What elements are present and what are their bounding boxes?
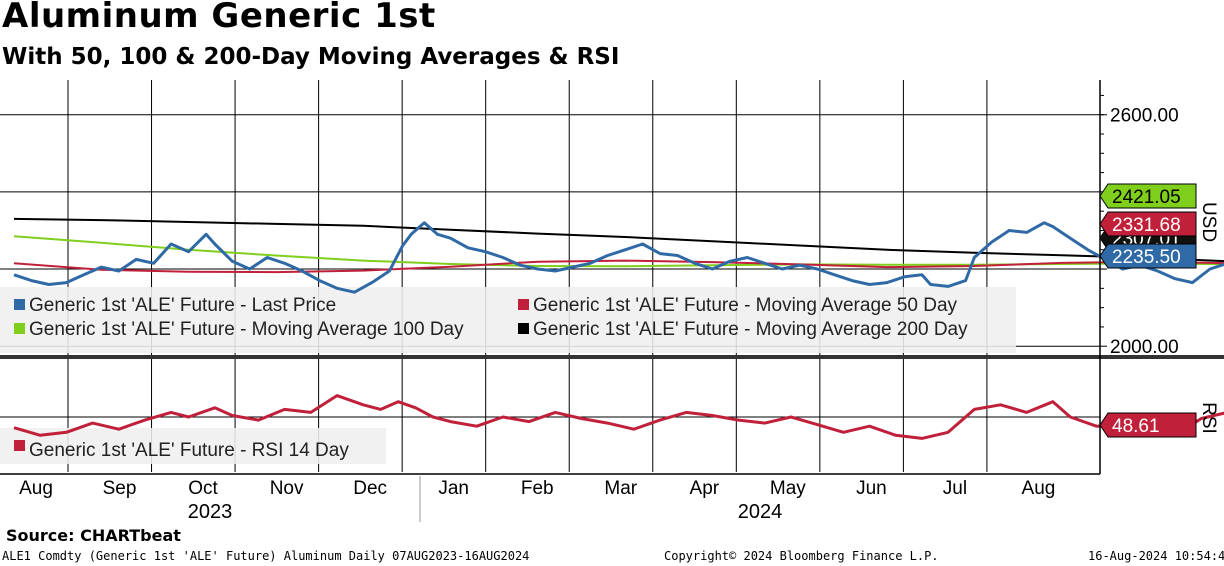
x-tick-label: Aug: [19, 478, 53, 499]
source-note: Source: CHARTbeat: [6, 526, 181, 545]
x-tick-label: Aug: [1022, 478, 1056, 499]
series-layer: [13, 217, 1224, 440]
last-value-tag-rsi-label: 48.61: [1112, 416, 1160, 437]
legend-label-ma50: Generic 1st 'ALE' Future - Moving Averag…: [533, 295, 958, 316]
x-tick-label: Jan: [438, 478, 469, 499]
last-value-tag-ma50-label: 2331.68: [1112, 215, 1181, 236]
last-value-tag-rsi-box: [1099, 412, 1197, 438]
footer-ticker: ALE1 Comdty (Generic 1st 'ALE' Future) A…: [2, 549, 530, 563]
x-tick-label: Mar: [604, 478, 637, 499]
last-value-tag-price-box: [1099, 243, 1197, 269]
pane-separator: [0, 355, 1224, 359]
y-tick-label: 2600.00: [1110, 106, 1179, 127]
x-tick-label: May: [770, 478, 806, 499]
last-value-tag-ma100-box: [1099, 183, 1197, 209]
y-axis-label-rsi: RSI: [1198, 402, 1219, 434]
x-tick-label: Nov: [270, 478, 304, 499]
footer-copyright: Copyright© 2024 Bloomberg Finance L.P.: [664, 549, 939, 563]
last-value-tag-ma50-box: [1099, 211, 1197, 237]
last-value-tag-price: 2235.50: [1099, 243, 1197, 269]
x-tick-label: Jun: [856, 478, 887, 499]
x-year-label: 2024: [738, 501, 783, 523]
x-tick-label: Apr: [690, 478, 720, 499]
legend-layer: Generic 1st 'ALE' Future - Last Price Gen…: [0, 287, 1016, 464]
y-axis-label-usd: USD: [1198, 202, 1219, 242]
chart-title: Aluminum Generic 1st: [2, 0, 436, 36]
price-legend-box: [0, 287, 1016, 353]
series-line-rsi: [13, 394, 1224, 440]
last-value-tag-rsi: 48.61: [1099, 412, 1197, 438]
x-tick-label: Oct: [188, 478, 218, 499]
x-tick-label: Dec: [353, 478, 387, 499]
y-tick-label: 2000.00: [1110, 337, 1179, 358]
legend-swatch-ma50: [518, 299, 529, 310]
legend-label-price: Generic 1st 'ALE' Future - Last Price: [29, 295, 336, 316]
legend-swatch-rsi: [14, 440, 25, 451]
legend-swatch-price: [14, 299, 25, 310]
legend-label-ma100: Generic 1st 'ALE' Future - Moving Averag…: [29, 319, 464, 340]
x-tick-label: Jul: [943, 478, 967, 499]
chart-subtitle: With 50, 100 & 200-Day Moving Averages &…: [2, 44, 620, 70]
series-line-price: [13, 221, 1224, 294]
footer-timestamp: 16-Aug-2024 10:54:45: [1088, 549, 1224, 563]
last-value-tag-ma100-label: 2421.05: [1112, 187, 1181, 208]
x-year-label: 2023: [188, 501, 233, 523]
x-tick-label: Feb: [521, 478, 554, 499]
legend-swatch-ma100: [14, 323, 25, 334]
series-line-ma100: [13, 235, 1224, 268]
last-value-tag-ma50: 2331.68: [1099, 211, 1197, 237]
series-line-ma50: [13, 259, 1224, 274]
legend-label-ma200: Generic 1st 'ALE' Future - Moving Averag…: [533, 319, 968, 340]
last-value-tag-ma100: 2421.05: [1099, 183, 1197, 209]
legend-swatch-ma200: [518, 323, 529, 334]
x-tick-label: Sep: [103, 478, 137, 499]
series-line-ma200: [13, 217, 1224, 263]
legend-label-rsi: Generic 1st 'ALE' Future - RSI 14 Day: [29, 440, 349, 461]
last-value-tag-price-label: 2235.50: [1112, 247, 1181, 268]
